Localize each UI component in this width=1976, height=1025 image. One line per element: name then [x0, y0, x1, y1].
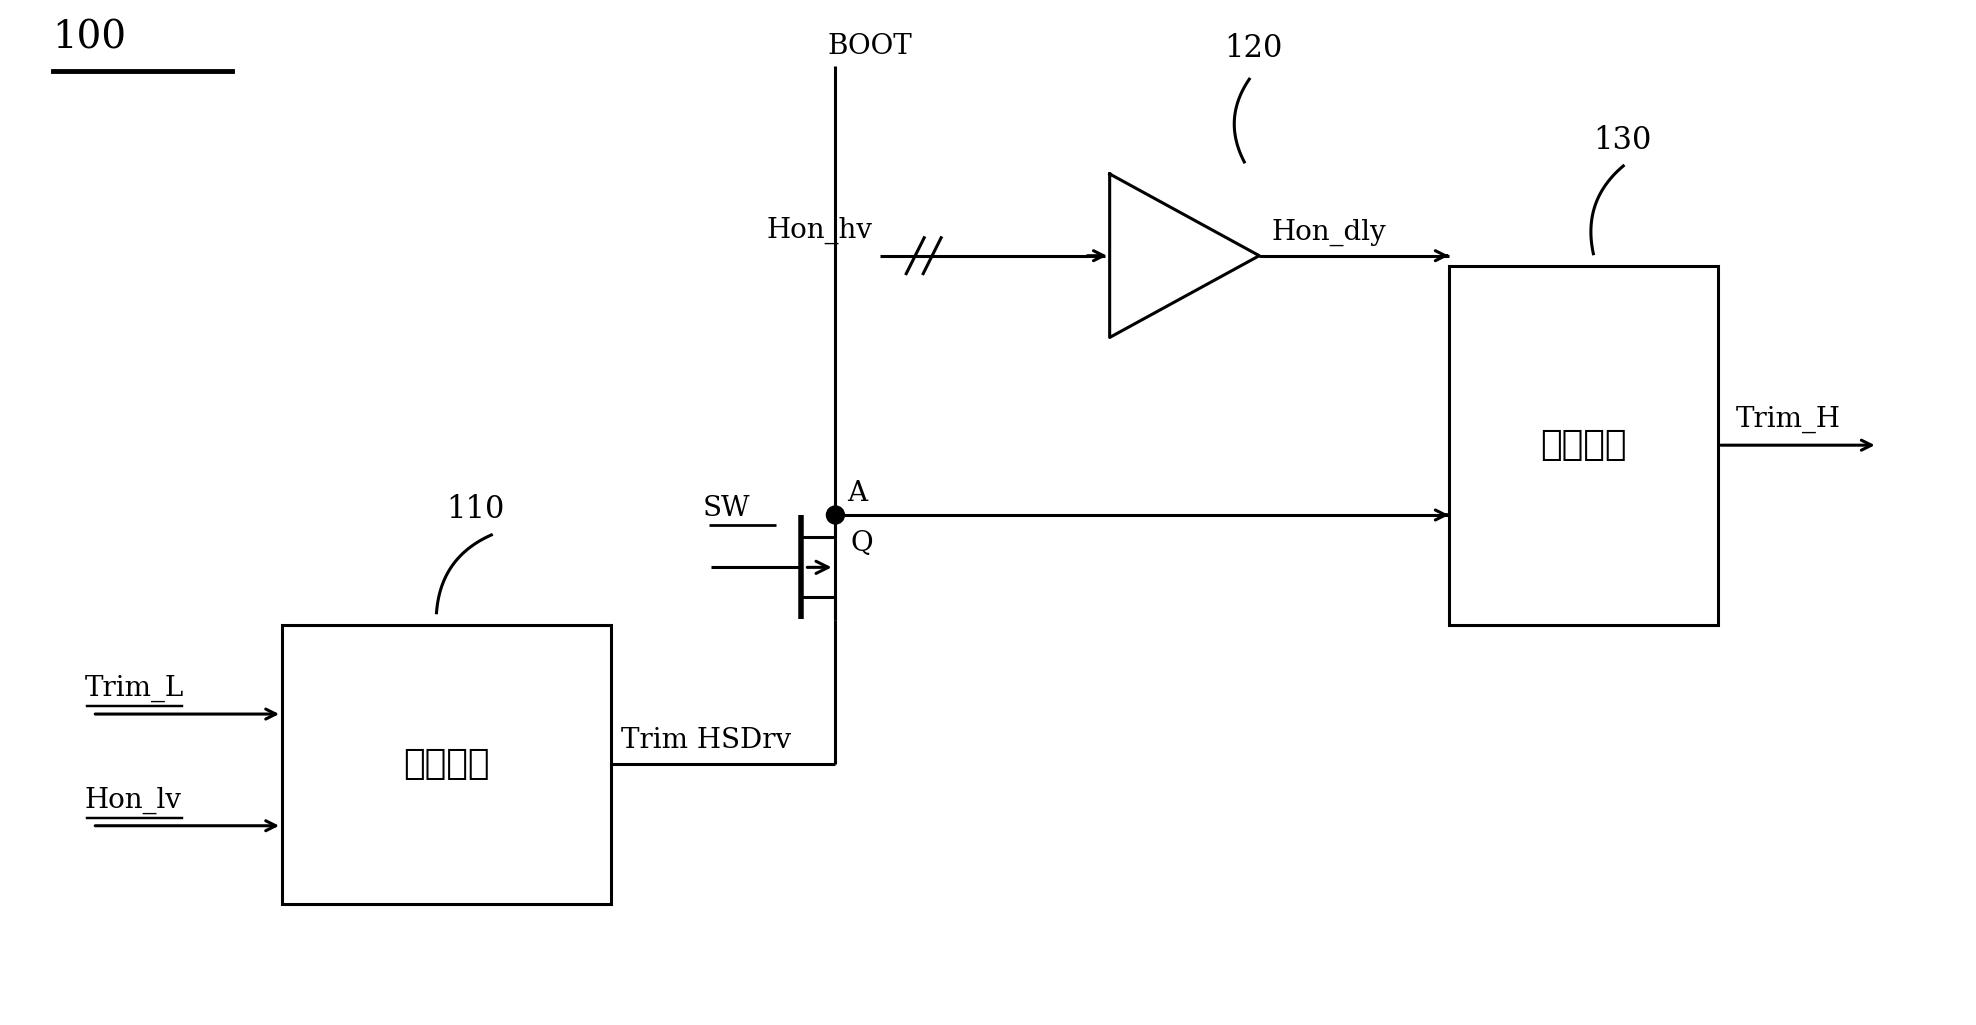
Bar [1448, 265, 1717, 624]
Text: 触发单元: 触发单元 [1539, 428, 1626, 462]
Text: Hon_lv: Hon_lv [85, 786, 182, 814]
Text: Trim_L: Trim_L [85, 674, 184, 702]
Text: 100: 100 [53, 19, 126, 56]
Text: Hon_hv: Hon_hv [767, 216, 871, 244]
Text: A: A [848, 480, 867, 507]
Text: 与门单元: 与门单元 [403, 747, 490, 781]
Text: Hon_dly: Hon_dly [1271, 218, 1385, 246]
Text: Q: Q [850, 530, 873, 558]
Text: SW: SW [703, 495, 751, 523]
Text: BOOT: BOOT [828, 33, 913, 60]
Bar [283, 624, 611, 904]
Text: Trim_H: Trim_H [1737, 406, 1842, 434]
Text: Trim HSDrv: Trim HSDrv [620, 728, 790, 754]
Text: 110: 110 [447, 494, 504, 525]
Text: 130: 130 [1593, 125, 1652, 156]
Circle shape [826, 506, 844, 524]
Text: 120: 120 [1225, 33, 1282, 65]
